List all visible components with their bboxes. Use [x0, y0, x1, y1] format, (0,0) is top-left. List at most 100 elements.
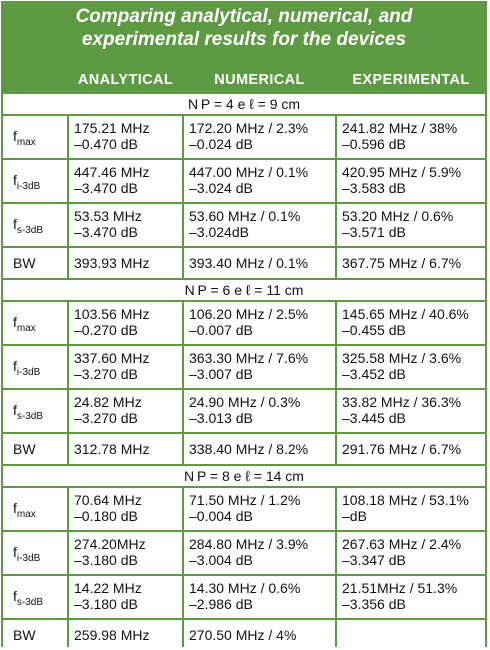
param-subscript: max	[16, 136, 36, 148]
cell-text: 53.60 MHz / 0.1%	[189, 208, 301, 224]
param-label: fi-3dB	[8, 543, 41, 564]
param-symbol: BW	[13, 255, 36, 271]
cell-text: –3.024dB	[189, 224, 249, 240]
cell-text: 14.22 MHz	[74, 580, 142, 596]
cell-text: 21.51MHz / 51.3%	[342, 580, 458, 596]
value-cell: 241.82 MHz / 38% –0.596 dB	[337, 116, 485, 158]
cell-text: 70.64 MHz	[74, 492, 142, 508]
cell-text: 447.46 MHz	[74, 164, 150, 180]
param-label: fmax	[8, 127, 36, 148]
param-subscript: i-3dB	[16, 552, 41, 564]
param-symbol: f	[13, 587, 17, 604]
param-symbol: f	[13, 127, 17, 144]
value-cell: 337.60 MHz –3.270 dB	[69, 346, 182, 388]
param-subscript: max	[16, 322, 36, 334]
value-cell: 145.65 MHz / 40.6% –0.455 dB	[337, 302, 485, 344]
cell-text: –3.180 dB	[74, 596, 138, 612]
cell-text: 420.95 MHz / 5.9%	[342, 164, 462, 180]
cell-text: 24.90 MHz / 0.3%	[189, 394, 301, 410]
cell-text: –3.583 dB	[342, 180, 406, 196]
value-cell: 53.20 MHz / 0.6% –3.571 dB	[337, 204, 485, 246]
value-cell: 24.90 MHz / 0.3% –3.013 dB	[184, 390, 335, 432]
value-cell: 363.30 MHz / 7.6% –3.007 dB	[184, 346, 335, 388]
cell-text: 338.40 MHz / 8.2%	[189, 441, 309, 457]
cell-text: 393.40 MHz / 0.1%	[189, 255, 309, 271]
value-cell: 291.76 MHz / 6.7%	[337, 434, 485, 464]
param-cell: fi-3dB	[3, 346, 67, 388]
param-subscript: s-3dB	[16, 596, 44, 608]
cell-text: –3.470 dB	[74, 224, 138, 240]
param-cell: fs-3dB	[3, 390, 67, 432]
cell-text: –0.004 dB	[189, 508, 253, 524]
param-symbol: BW	[13, 627, 36, 643]
cell-text: 312.78 MHz	[74, 441, 150, 457]
cell-text: –3.470 dB	[74, 180, 138, 196]
value-cell: 175.21 MHz –0.470 dB	[69, 116, 182, 158]
value-cell: 14.22 MHz –3.180 dB	[69, 576, 182, 618]
column-header-analytical: ANALYTICAL	[77, 71, 174, 88]
cell-text: –3.347 dB	[342, 552, 406, 568]
title-line-1: Comparing analytical, numerical, and	[75, 6, 413, 27]
param-label: BW	[8, 627, 36, 643]
watermark: www.55dianzi.com	[380, 629, 483, 643]
section-header: N P = 8 e ℓ = 14 cm	[3, 466, 485, 486]
value-cell: 447.46 MHz –3.470 dB	[69, 160, 182, 202]
param-label: BW	[8, 255, 36, 271]
value-cell: 24.82 MHz –3.270 dB	[69, 390, 182, 432]
value-cell: 420.95 MHz / 5.9% –3.583 dB	[337, 160, 485, 202]
value-cell: 108.18 MHz / 53.1% –dB	[337, 488, 485, 530]
value-cell: 325.58 MHz / 3.6% –3.452 dB	[337, 346, 485, 388]
cell-text: –2.986 dB	[189, 596, 253, 612]
value-cell: 53.53 MHz –3.470 dB	[69, 204, 182, 246]
param-label: fi-3dB	[8, 172, 40, 192]
param-label: fmax	[8, 314, 36, 334]
cell-text: –3.004 dB	[189, 552, 253, 568]
cell-text: –3.013 dB	[189, 410, 253, 426]
param-cell: fi-3dB	[3, 532, 67, 574]
param-symbol: f	[13, 543, 17, 560]
param-cell: fs-3dB	[3, 204, 67, 246]
column-header-numerical: NUMERICAL	[214, 71, 305, 88]
param-symbol: f	[13, 357, 17, 374]
param-label: fs-3dB	[8, 587, 44, 608]
cell-text: –3.270 dB	[74, 366, 138, 382]
param-cell: BW	[3, 248, 67, 278]
param-label: BW	[8, 441, 36, 457]
cell-text: 172.20 MHz / 2.3%	[189, 120, 309, 136]
param-label: fmax	[8, 500, 36, 520]
cell-text: –3.571 dB	[342, 224, 406, 240]
cell-text: 270.50 MHz / 4%	[189, 627, 297, 643]
cell-text: 175.21 MHz	[74, 120, 150, 136]
param-subscript: max	[16, 508, 36, 520]
param-cell: BW	[3, 434, 67, 464]
cell-text: –0.024 dB	[189, 136, 253, 152]
value-cell: 259.98 MHz	[69, 620, 182, 650]
param-subscript: s-3dB	[16, 410, 44, 422]
title-line-2: experimental results for the devices	[81, 29, 407, 50]
cell-text: –dB	[342, 508, 367, 524]
column-header-experimental: EXPERIMENTAL	[352, 71, 470, 88]
cell-text: 367.75 MHz / 6.7%	[342, 255, 462, 271]
cell-text: 103.56 MHz	[74, 306, 150, 322]
cell-text: 53.20 MHz / 0.6%	[342, 208, 454, 224]
value-cell: 393.40 MHz / 0.1%	[184, 248, 335, 278]
value-cell: 14.30 MHz / 0.6% –2.986 dB	[184, 576, 335, 618]
param-symbol: f	[13, 401, 17, 418]
cell-text: –3.180 dB	[74, 552, 138, 568]
param-cell: fmax	[3, 488, 67, 530]
value-cell: 338.40 MHz / 8.2%	[184, 434, 335, 464]
value-cell: 172.20 MHz / 2.3% –0.024 dB	[184, 116, 335, 158]
value-cell	[337, 620, 485, 650]
cell-text: 447.00 MHz / 0.1%	[189, 164, 309, 180]
cell-text: –0.007 dB	[189, 322, 253, 338]
cell-text: 14.30 MHz / 0.6%	[189, 580, 301, 596]
cell-text: 24.82 MHz	[74, 394, 142, 410]
table-title: Comparing analytical, numerical, and exp…	[1, 5, 487, 51]
value-cell: 71.50 MHz / 1.2% –0.004 dB	[184, 488, 335, 530]
value-cell: 270.50 MHz / 4%	[184, 620, 335, 650]
value-cell: 447.00 MHz / 0.1% –3.024 dB	[184, 160, 335, 202]
cell-text: 274.20MHz	[74, 536, 146, 552]
cell-text: 291.76 MHz / 6.7%	[342, 441, 462, 457]
param-subscript: i-3dB	[16, 366, 41, 378]
param-cell: fmax	[3, 302, 67, 344]
